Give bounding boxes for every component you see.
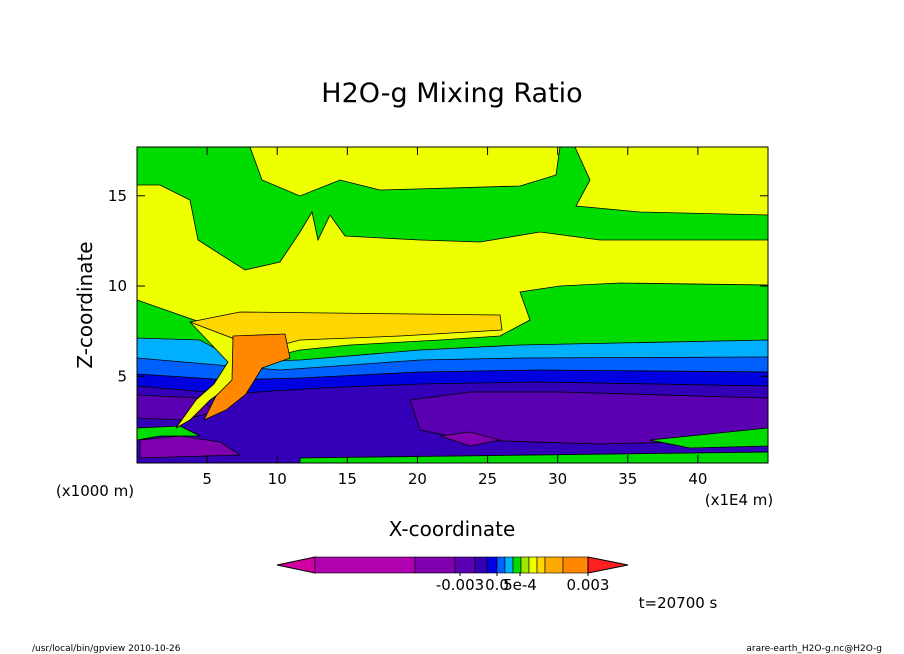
x-tick-label: 40 <box>688 470 707 488</box>
colorbar-tick-label: 5e-4 <box>503 576 537 594</box>
contour-region <box>203 333 291 421</box>
footer-right: arare-earth_H2O-g.nc@H2O-g <box>746 644 882 654</box>
y-tick-label: 5 <box>117 367 127 385</box>
x-tick-label: 30 <box>548 470 567 488</box>
colorbar-tick-label: 0.003 <box>567 576 610 594</box>
y-tick-label: 15 <box>108 187 127 205</box>
x-tick-label: 20 <box>408 470 427 488</box>
time-label: t=20700 s <box>639 594 718 612</box>
colorbar-segment <box>496 556 506 574</box>
colorbar: -0.003 0.05e-4 0.003 <box>276 556 629 594</box>
colorbar-segment <box>504 556 514 574</box>
colorbar-segment <box>520 556 530 574</box>
colorbar-segment <box>486 556 498 574</box>
colorbar-arrow <box>587 556 629 574</box>
colorbar-segment <box>562 556 589 574</box>
contour-region <box>139 431 501 459</box>
contour-field <box>136 146 769 464</box>
colorbar-segment <box>474 556 488 574</box>
x-tick-label: 5 <box>202 470 212 488</box>
colorbar-segment <box>314 556 416 574</box>
colorbar-segment <box>414 556 456 574</box>
x-tick-label: 35 <box>618 470 637 488</box>
chart-title: H2O-g Mixing Ratio <box>321 78 582 109</box>
x-axis-label: X-coordinate <box>389 517 516 541</box>
colorbar-tick-label: 0.0 <box>485 576 509 594</box>
x-tick-label: 10 <box>268 470 287 488</box>
y-unit: (x1000 m) <box>56 482 134 500</box>
x-tick-label: 25 <box>478 470 497 488</box>
contour-region <box>249 146 561 197</box>
colorbar-segment <box>512 556 522 574</box>
contour-region <box>574 146 769 216</box>
y-tick-label: 10 <box>108 277 127 295</box>
plot-frame <box>136 146 769 464</box>
y-axis-label: Z-coordinate <box>73 241 97 368</box>
x-unit: (x1E4 m) <box>705 491 774 509</box>
colorbar-segment <box>536 556 546 574</box>
colorbar-segment <box>528 556 538 574</box>
footer-left: /usr/local/bin/gpview 2010-10-26 <box>32 644 181 654</box>
x-tick-label: 15 <box>338 470 357 488</box>
colorbar-segment <box>454 556 476 574</box>
colorbar-arrow <box>276 556 316 574</box>
colorbar-segment <box>544 556 564 574</box>
colorbar-tick-label: -0.003 <box>436 576 484 594</box>
